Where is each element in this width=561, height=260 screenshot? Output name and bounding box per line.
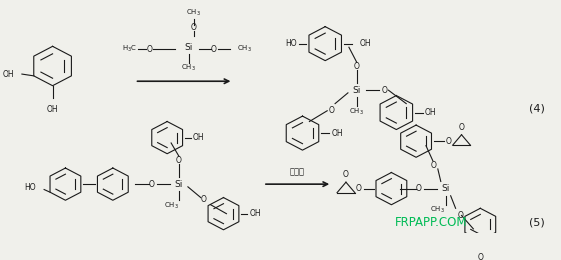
Text: O: O <box>458 123 465 132</box>
Text: OH: OH <box>193 133 204 142</box>
Text: OH: OH <box>360 39 371 48</box>
Text: O: O <box>149 180 154 189</box>
Text: CH$_3$: CH$_3$ <box>186 8 201 18</box>
Text: CH$_3$: CH$_3$ <box>181 63 196 73</box>
Text: O: O <box>354 62 360 72</box>
Text: O: O <box>191 23 197 32</box>
Text: O: O <box>201 195 206 204</box>
Text: O: O <box>446 137 452 146</box>
Text: CH$_3$: CH$_3$ <box>430 205 445 215</box>
Text: O: O <box>211 44 217 54</box>
Text: Si: Si <box>353 86 361 95</box>
Text: O: O <box>431 161 437 170</box>
Text: CH$_3$: CH$_3$ <box>350 107 364 117</box>
Text: Si: Si <box>185 43 193 52</box>
Text: CH$_3$: CH$_3$ <box>164 200 178 211</box>
Text: O: O <box>176 156 182 165</box>
Text: O: O <box>381 86 388 95</box>
Text: O: O <box>415 184 421 193</box>
Text: Si: Si <box>175 180 183 189</box>
Text: O: O <box>343 171 349 179</box>
Text: 环氧化: 环氧化 <box>290 167 305 176</box>
Text: O: O <box>356 184 362 193</box>
Text: Si: Si <box>442 184 450 193</box>
Text: HO: HO <box>285 39 297 48</box>
Text: (4): (4) <box>528 103 545 113</box>
Text: HO: HO <box>25 183 36 192</box>
Text: OH: OH <box>249 209 261 218</box>
Text: CH$_3$: CH$_3$ <box>237 44 252 54</box>
Text: (5): (5) <box>528 218 545 228</box>
Text: OH: OH <box>2 70 14 79</box>
Text: OH: OH <box>47 105 58 114</box>
Text: O: O <box>328 106 334 115</box>
Text: OH: OH <box>331 129 343 138</box>
Text: O: O <box>458 211 463 220</box>
Text: H$_3$C: H$_3$C <box>122 44 137 54</box>
Text: FRPAPP.COM: FRPAPP.COM <box>394 216 467 229</box>
Text: OH: OH <box>425 108 436 117</box>
Text: O: O <box>146 44 153 54</box>
Text: O: O <box>477 253 483 260</box>
